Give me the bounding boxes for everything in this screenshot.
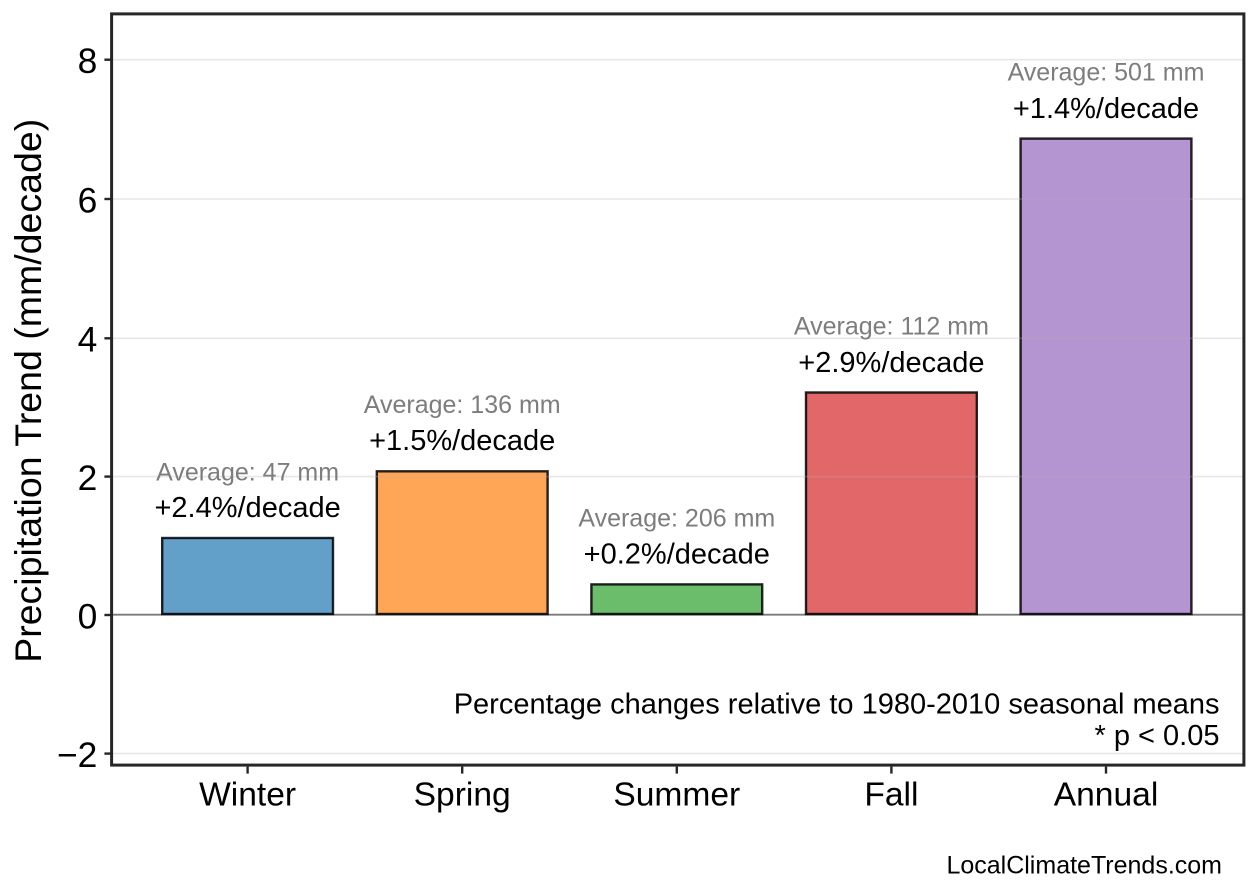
svg-text:0: 0 xyxy=(78,596,98,636)
svg-text:* p < 0.05: * p < 0.05 xyxy=(1095,720,1220,752)
svg-text:+1.5%/decade: +1.5%/decade xyxy=(369,425,555,457)
svg-text:Winter: Winter xyxy=(199,776,296,813)
svg-text:6: 6 xyxy=(78,180,98,220)
svg-text:+2.9%/decade: +2.9%/decade xyxy=(798,347,984,379)
svg-text:+2.4%/decade: +2.4%/decade xyxy=(154,492,340,524)
svg-text:Precipitation Trend (mm/decade: Precipitation Trend (mm/decade) xyxy=(7,119,49,663)
svg-text:Annual: Annual xyxy=(1054,776,1159,813)
svg-text:LocalClimateTrends.com: LocalClimateTrends.com xyxy=(946,852,1222,880)
svg-text:Summer: Summer xyxy=(613,776,740,813)
svg-text:Average: 501 mm: Average: 501 mm xyxy=(1008,59,1205,87)
svg-text:Average: 136 mm: Average: 136 mm xyxy=(364,391,561,419)
svg-text:4: 4 xyxy=(78,320,98,360)
svg-text:Percentage changes relative to: Percentage changes relative to 1980-2010… xyxy=(454,689,1220,721)
svg-text:Fall: Fall xyxy=(864,776,918,813)
svg-text:Spring: Spring xyxy=(414,776,511,813)
svg-text:+1.4%/decade: +1.4%/decade xyxy=(1013,93,1199,125)
svg-text:Average: 47 mm: Average: 47 mm xyxy=(156,458,339,486)
svg-text:8: 8 xyxy=(78,41,98,81)
svg-text:Average: 206 mm: Average: 206 mm xyxy=(578,505,775,533)
svg-text:2: 2 xyxy=(78,458,98,498)
svg-text:+0.2%/decade: +0.2%/decade xyxy=(584,539,770,571)
svg-text:Average: 112 mm: Average: 112 mm xyxy=(794,313,989,341)
svg-text:−2: −2 xyxy=(57,735,97,775)
